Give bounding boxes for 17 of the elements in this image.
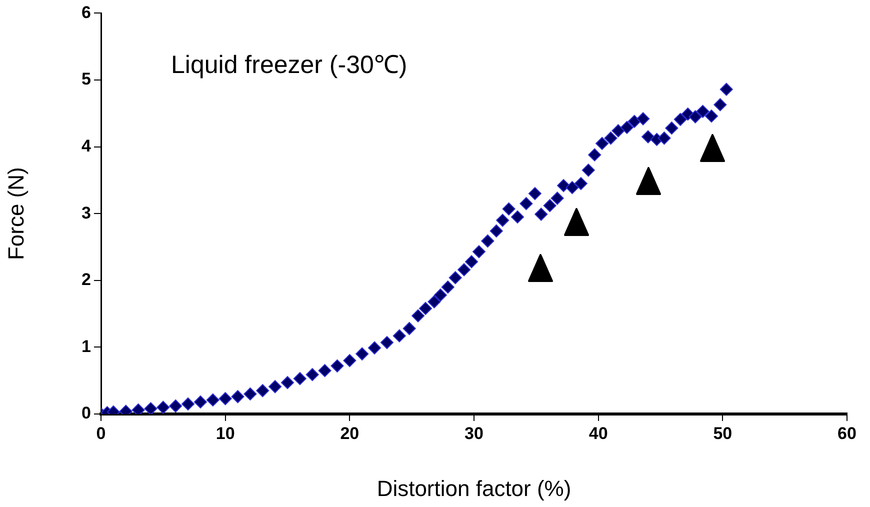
y-tick-label: 3: [82, 203, 91, 222]
y-tick-label: 2: [82, 270, 91, 290]
x-tick-label: 60: [838, 424, 856, 443]
y-tick-label: 0: [82, 404, 91, 423]
x-tick-label: 30: [464, 424, 484, 443]
y-axis-title: Force (N): [3, 167, 28, 260]
y-tick-label: 5: [82, 70, 91, 89]
text: Liquid freezer (-30℃): [171, 51, 408, 80]
y-tick-label: 1: [82, 336, 91, 356]
x-tick-label: 50: [713, 424, 732, 443]
x-tick-label: 10: [216, 424, 235, 443]
x-tick-label: 40: [588, 424, 608, 443]
x-axis-title: Distortion factor (%): [376, 476, 572, 501]
x-tick-label: 20: [340, 424, 360, 443]
x-tick-label: 0: [96, 424, 106, 443]
y-tick-label: 6: [82, 2, 91, 22]
y-tick-label: 4: [82, 136, 92, 156]
